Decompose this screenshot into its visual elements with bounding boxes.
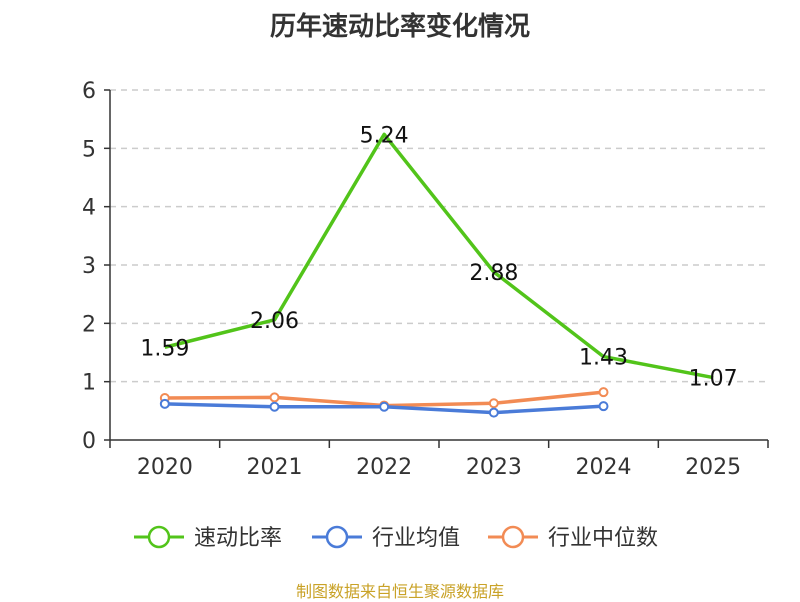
x-tick-label-2021: 2021 [247, 455, 303, 480]
x-tick-label-2022: 2022 [356, 455, 412, 480]
data-label-2021: 2.06 [250, 309, 299, 334]
chart-title: 历年速动比率变化情况 [269, 12, 530, 42]
series-point-1-2024 [598, 401, 609, 412]
x-tick-label-2024: 2024 [576, 455, 632, 480]
y-tick-label-4: 4 [82, 196, 96, 221]
series-point-2-2024 [598, 387, 609, 398]
series-lines [159, 132, 714, 418]
source-note: 制图数据来自恒生聚源数据库 [295, 582, 504, 601]
series-point-2-2023 [488, 398, 499, 409]
y-tick-label-1: 1 [82, 371, 96, 396]
data-labels: 1.59 2.06 5.24 2.88 1.43 1.07 [140, 123, 737, 391]
series-point-1-2021 [269, 401, 280, 412]
series-point-1-2022 [379, 401, 390, 412]
legend-label-0: 速动比率 [194, 526, 282, 551]
x-tick-label-2025: 2025 [685, 455, 741, 480]
legend-label-1: 行业均值 [372, 526, 460, 551]
x-tick-label-2023: 2023 [466, 455, 522, 480]
data-label-2025: 1.07 [689, 367, 738, 392]
data-label-2023: 2.88 [469, 261, 518, 286]
y-tick-label-3: 3 [82, 254, 96, 279]
legend-marker-2 [501, 525, 525, 549]
legend: 速动比率 行业均值 行业中位数 [134, 525, 658, 551]
y-tick-label-0: 0 [82, 429, 96, 454]
y-tick-label-5: 5 [82, 137, 96, 162]
series-line-0 [164, 132, 714, 380]
y-tick-label-2: 2 [82, 312, 96, 337]
series-point-1-2023 [488, 407, 499, 418]
y-tick-label-6: 6 [82, 79, 96, 104]
legend-marker-0 [147, 525, 171, 549]
data-label-2020: 1.59 [140, 336, 189, 361]
data-label-2022: 5.24 [360, 123, 409, 148]
legend-label-2: 行业中位数 [548, 526, 658, 551]
data-label-2024: 1.43 [579, 346, 628, 371]
x-tick-label-2020: 2020 [137, 455, 193, 480]
legend-marker-1 [325, 525, 349, 549]
axes: 0 1 2 3 4 5 6 2020 2021 2022 2023 2024 2025 [82, 79, 769, 480]
series-point-2-2021 [269, 392, 280, 403]
series-point-1-2020 [159, 398, 170, 409]
